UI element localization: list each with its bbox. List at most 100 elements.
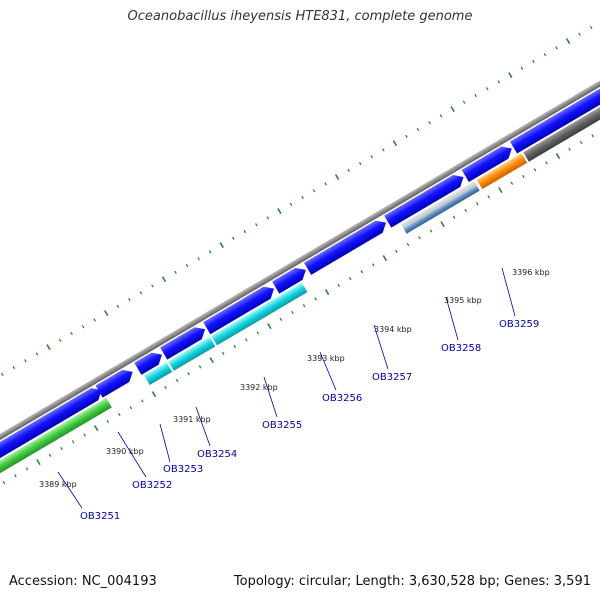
inner-tick-ring: [2, 134, 595, 485]
leader-line-ob3254: [195, 406, 211, 447]
tick-label-3395: 3395 kbp: [444, 296, 482, 305]
outer-tick: [128, 297, 131, 302]
outer-tick: [161, 276, 167, 283]
gene-arrow-ob3259: [461, 146, 512, 182]
gene-label-ob3259[interactable]: OB3259: [499, 319, 539, 330]
gene-arrow-ob3254: [160, 327, 206, 360]
inner-tick: [48, 453, 52, 457]
gene-label-ob3256[interactable]: OB3256: [322, 393, 362, 404]
reverse-strand-genes: [0, 82, 600, 488]
inner-tick: [71, 440, 75, 444]
outer-tick: [532, 59, 535, 64]
outer-tick: [35, 352, 39, 356]
inner-tick: [256, 331, 260, 335]
inner-tick: [198, 365, 202, 369]
gene-arrow-gray: [523, 82, 600, 162]
outer-tick: [231, 236, 235, 240]
inner-tick: [533, 168, 537, 172]
inner-tick: [2, 480, 6, 485]
inner-tick: [279, 317, 283, 321]
gene-label-ob3258[interactable]: OB3258: [441, 343, 481, 354]
inner-tick: [510, 181, 514, 185]
outer-tick: [358, 161, 362, 166]
outer-tick: [151, 284, 154, 288]
backbone-track: [0, 62, 600, 463]
outer-tick: [174, 270, 177, 274]
inner-tick: [94, 425, 99, 432]
genome-summary-text: Topology: circular; Length: 3,630,528 bp…: [233, 574, 591, 589]
inner-tick: [498, 187, 503, 194]
inner-tick: [429, 229, 433, 233]
gene-label-ob3253[interactable]: OB3253: [163, 464, 203, 475]
inner-tick: [337, 283, 341, 287]
outer-tick: [508, 72, 513, 79]
outer-tick: [334, 174, 340, 181]
outer-tick: [450, 106, 455, 113]
inner-tick: [302, 304, 306, 308]
outer-tick: [324, 182, 327, 186]
inner-tick: [452, 215, 456, 219]
outer-tick: [70, 331, 73, 336]
tick-label-3396: 3396 kbp: [512, 268, 550, 277]
inner-tick: [522, 174, 525, 179]
outer-tick: [565, 38, 571, 45]
inner-tick: [382, 255, 388, 262]
gene-label-ob3252[interactable]: OB3252: [132, 480, 172, 491]
outer-tick: [555, 46, 558, 50]
outer-tick: [392, 140, 398, 147]
outer-tick: [474, 93, 478, 98]
outer-tick: [219, 242, 224, 249]
accession-text: Accession: NC_004193: [9, 574, 157, 589]
outer-tick: [589, 25, 593, 30]
outer-tick: [497, 80, 501, 84]
outer-tick: [197, 257, 200, 261]
inner-tick: [440, 221, 445, 228]
inner-tick: [406, 242, 410, 247]
gene-arrow-ob3258: [384, 174, 464, 228]
gene-label-ob3257[interactable]: OB3257: [372, 372, 412, 383]
leader-line-ob3251: [57, 471, 83, 509]
inner-tick: [395, 249, 398, 253]
leader-line-ob3259: [501, 267, 516, 317]
gene-arrow-steel: [400, 181, 480, 234]
map-title: Oceanobacillus iheyensis HTE831, complet…: [127, 9, 473, 24]
outer-tick: [382, 148, 385, 152]
gene-arrow-ob3253: [134, 352, 162, 375]
tick-label-group: 3389 kbp 3390 kbp 3391 kbp 3392 kbp 3393…: [39, 268, 550, 489]
inner-tick: [36, 459, 41, 466]
inner-tick: [244, 338, 248, 342]
leader-line-ob3257: [373, 324, 389, 370]
outer-tick: [139, 291, 143, 295]
outer-tick: [289, 202, 293, 206]
outer-tick: [58, 338, 62, 342]
outer-tick: [12, 365, 16, 370]
gene-label-ob3254[interactable]: OB3254: [197, 449, 237, 460]
outer-tick: [24, 359, 27, 363]
inner-tick: [267, 323, 272, 330]
outer-tick: [416, 127, 420, 132]
outer-tick: [485, 87, 489, 91]
inner-tick: [464, 208, 468, 213]
inner-tick: [141, 399, 144, 403]
outer-tick: [439, 114, 443, 118]
outer-tick: [370, 155, 374, 159]
tick-label-3389: 3389 kbp: [39, 480, 77, 489]
outer-tick: [93, 318, 97, 322]
gene-arrow-ob3256: [272, 267, 306, 294]
outer-tick: [277, 208, 282, 215]
tick-label-3393: 3393 kbp: [307, 354, 345, 363]
outer-tick: [81, 325, 85, 329]
inner-tick: [591, 134, 595, 138]
tick-label-3392: 3392 kbp: [240, 383, 278, 392]
outer-tick: [312, 189, 316, 193]
gene-label-ob3255[interactable]: OB3255: [262, 420, 302, 431]
gene-arrow-cyan-long: [211, 282, 308, 346]
gene-label-ob3251[interactable]: OB3251: [80, 511, 120, 522]
outer-tick: [208, 250, 212, 254]
inner-tick: [555, 153, 561, 160]
outer-tick: [46, 344, 51, 351]
outer-tick: [255, 223, 258, 227]
gene-label-group: OB3251 OB3252 OB3253 OB3254 OB3255 OB325…: [80, 319, 539, 522]
outer-tick-ring: [1, 25, 593, 376]
tick-label-3394: 3394 kbp: [374, 325, 412, 334]
